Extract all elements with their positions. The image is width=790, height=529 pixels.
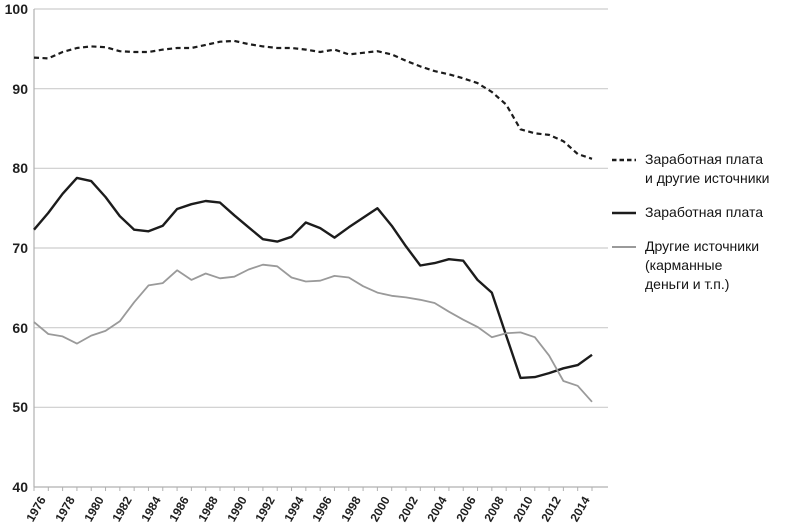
legend-label-line: (карманные — [645, 257, 723, 273]
legend-label-line: деньги и т.п.) — [645, 276, 730, 292]
y-tick-label: 70 — [12, 240, 28, 256]
legend-swatch-solid — [612, 246, 636, 248]
series-line-1 — [33, 39, 593, 160]
y-tick-label: 80 — [12, 160, 28, 177]
y-tick-label: 60 — [12, 319, 28, 336]
y-tick-label: 40 — [12, 479, 28, 495]
legend-label: Заработная плата — [645, 203, 763, 222]
legend-label: Заработная плата и другие источники — [645, 150, 769, 188]
legend-label-line: Другие источники — [645, 238, 760, 254]
y-tick-label: 100 — [4, 1, 28, 17]
legend-label: Другие источники (карманные деньги и т.п.) — [645, 237, 759, 294]
legend-label-line: Заработная плата — [645, 204, 763, 220]
legend: Заработная плата и другие источники Зарабо… — [612, 150, 787, 294]
series-line-2 — [33, 176, 593, 380]
legend-item-3: Другие источники (карманные деньги и т.п.) — [612, 237, 787, 294]
legend-label-line: Заработная плата — [645, 151, 763, 167]
legend-swatch-solid — [612, 211, 636, 215]
legend-label-line: и другие источники — [645, 170, 770, 186]
legend-item-1: Заработная плата и другие источники — [612, 150, 787, 188]
series-line-3 — [33, 263, 593, 403]
legend-item-2: Заработная плата — [612, 203, 787, 222]
y-tick-label: 50 — [12, 399, 28, 416]
legend-swatch-dashed — [612, 158, 636, 162]
y-tick-label: 90 — [12, 80, 28, 97]
